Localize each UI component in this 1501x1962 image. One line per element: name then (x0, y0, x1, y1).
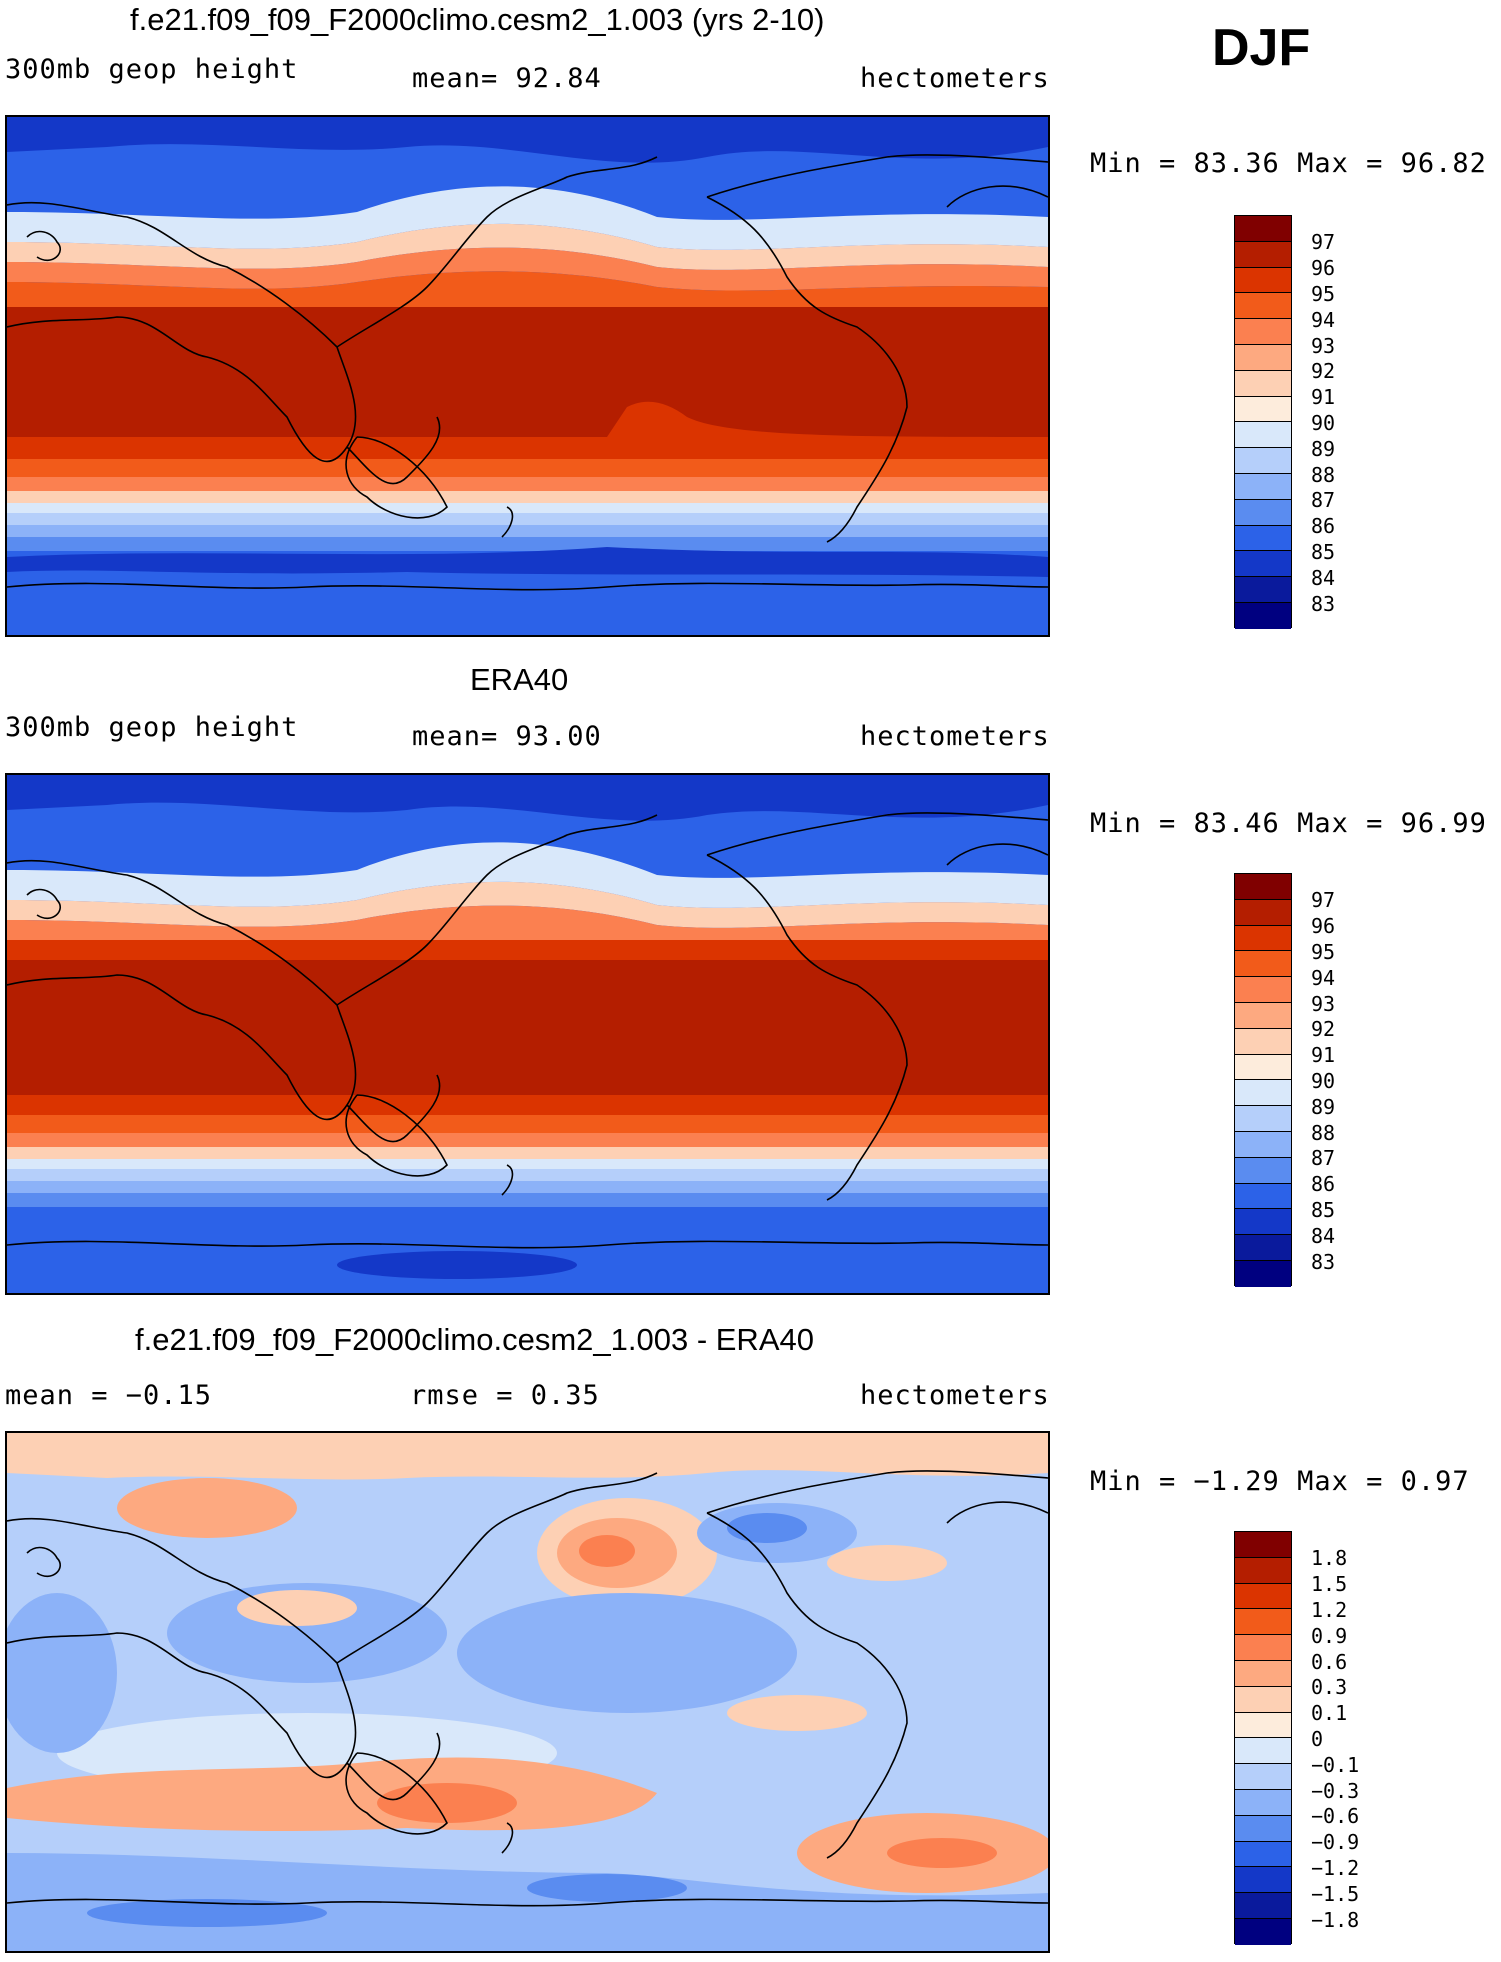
panel-1-colorbar (1234, 215, 1292, 629)
panel-2-cbar-label-14: 83 (1311, 1250, 1336, 1274)
panel-1-minmax: Min = 83.36 Max = 96.82 (1090, 148, 1487, 179)
panel-3-cbar-label-14: −1.8 (1311, 1908, 1360, 1932)
panel-2-cbar-label-8: 89 (1311, 1095, 1336, 1119)
panel-1-title: f.e21.f09_f09_F2000climo.cesm2_1.003 (yr… (130, 2, 825, 37)
season-label: DJF (1212, 19, 1311, 77)
panel-1-cbar-label-14: 83 (1311, 592, 1336, 616)
panel-2-units: hectometers (860, 721, 1050, 752)
panel-1-map (5, 115, 1050, 637)
panel-1-cbar-label-2: 95 (1311, 282, 1336, 306)
panel-3-cbar-label-4: 0.6 (1311, 1650, 1348, 1674)
panel-3-cbar-label-12: −1.2 (1311, 1856, 1360, 1880)
panel-3-map (5, 1431, 1050, 1953)
panel-2-cbar-label-11: 86 (1311, 1172, 1336, 1196)
panel-2-mean: mean= 93.00 (412, 721, 602, 752)
panel-2-cbar-label-10: 87 (1311, 1146, 1336, 1170)
panel-2-cbar-label-13: 84 (1311, 1224, 1336, 1248)
panel-1-cbar-label-6: 91 (1311, 385, 1336, 409)
panel-1-cbar-label-1: 96 (1311, 256, 1336, 280)
panel-3-cbar-label-8: −0.1 (1311, 1753, 1360, 1777)
panel-1-cbar-label-0: 97 (1311, 230, 1336, 254)
panel-2-cbar-label-12: 85 (1311, 1198, 1336, 1222)
panel-1-cbar-label-13: 84 (1311, 566, 1336, 590)
panel-3-cbar-label-7: 0 (1311, 1727, 1324, 1751)
panel-3-cbar-label-1: 1.5 (1311, 1572, 1348, 1596)
panel-2-cbar-label-1: 96 (1311, 914, 1336, 938)
panel-1-units: hectometers (860, 63, 1050, 94)
panel-2-cbar-label-5: 92 (1311, 1017, 1336, 1041)
panel-1-cbar-label-5: 92 (1311, 359, 1336, 383)
panel-2-title: ERA40 (470, 662, 569, 697)
panel-3-mean: mean = −0.15 (5, 1380, 213, 1411)
panel-2-cbar-label-3: 94 (1311, 966, 1336, 990)
panel-3-cbar-label-3: 0.9 (1311, 1624, 1348, 1648)
panel-1-cbar-label-11: 86 (1311, 514, 1336, 538)
panel-3-cbar-label-2: 1.2 (1311, 1598, 1348, 1622)
panel-2-cbar-label-4: 93 (1311, 992, 1336, 1016)
panel-3-cbar-label-0: 1.8 (1311, 1546, 1348, 1570)
panel-2-cbar-label-6: 91 (1311, 1043, 1336, 1067)
panel-3-cbar-label-9: −0.3 (1311, 1779, 1360, 1803)
panel-3-cbar-label-13: −1.5 (1311, 1882, 1360, 1906)
panel-3-units: hectometers (860, 1380, 1050, 1411)
panel-2-cbar-label-7: 90 (1311, 1069, 1336, 1093)
panel-1-mean: mean= 92.84 (412, 63, 602, 94)
panel-2-variable: 300mb geop height (5, 712, 299, 743)
panel-3-rmse: rmse = 0.35 (410, 1380, 600, 1411)
panel-1-cbar-label-7: 90 (1311, 411, 1336, 435)
panel-3-cbar-label-11: −0.9 (1311, 1830, 1360, 1854)
panel-2-cbar-label-2: 95 (1311, 940, 1336, 964)
panel-2-cbar-label-0: 97 (1311, 888, 1336, 912)
panel-1-cbar-label-4: 93 (1311, 334, 1336, 358)
panel-3-colorbar (1234, 1531, 1292, 1945)
panel-3-minmax: Min = −1.29 Max = 0.97 (1090, 1466, 1470, 1497)
panel-1-variable: 300mb geop height (5, 54, 299, 85)
panel-1-cbar-label-8: 89 (1311, 437, 1336, 461)
panel-2-map (5, 773, 1050, 1295)
panel-2-minmax: Min = 83.46 Max = 96.99 (1090, 808, 1487, 839)
panel-3-cbar-label-5: 0.3 (1311, 1675, 1348, 1699)
panel-3-title: f.e21.f09_f09_F2000climo.cesm2_1.003 - E… (135, 1322, 814, 1357)
panel-1-cbar-label-9: 88 (1311, 463, 1336, 487)
panel-1-cbar-label-12: 85 (1311, 540, 1336, 564)
panel-3-cbar-label-10: −0.6 (1311, 1804, 1360, 1828)
panel-1-cbar-label-3: 94 (1311, 308, 1336, 332)
panel-3-cbar-label-6: 0.1 (1311, 1701, 1348, 1725)
panel-2-cbar-label-9: 88 (1311, 1121, 1336, 1145)
panel-2-colorbar (1234, 873, 1292, 1287)
panel-1-cbar-label-10: 87 (1311, 488, 1336, 512)
